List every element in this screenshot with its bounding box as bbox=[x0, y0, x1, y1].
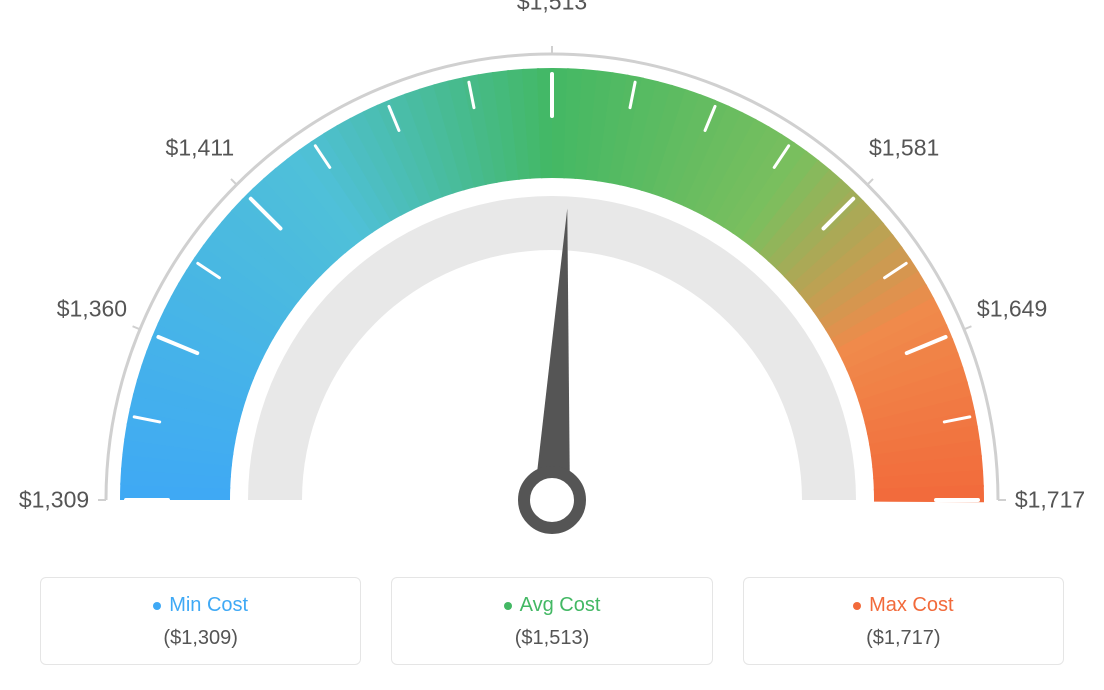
gauge-tick-label: $1,649 bbox=[977, 296, 1047, 323]
legend-label-max: Max Cost bbox=[869, 594, 953, 617]
legend-value-avg: ($1,513) bbox=[402, 627, 701, 650]
legend-card-min: Min Cost ($1,309) bbox=[40, 577, 361, 665]
gauge-tick-label: $1,411 bbox=[166, 134, 235, 161]
gauge-tick-label: $1,309 bbox=[19, 487, 89, 514]
legend-card-max: Max Cost ($1,717) bbox=[743, 577, 1064, 665]
legend-value-min: ($1,309) bbox=[51, 627, 350, 650]
gauge-chart: $1,309 $1,360 $1,411 $1,513 $1,581 $1,649 $1,7… bbox=[0, 0, 1104, 560]
gauge-tick-label: $1,581 bbox=[869, 134, 939, 161]
gauge-tick-label: $1,717 bbox=[1015, 487, 1085, 514]
legend-card-avg: Avg Cost ($1,513) bbox=[391, 577, 712, 665]
legend-dot-min bbox=[153, 602, 161, 610]
legend-title-max: Max Cost bbox=[853, 594, 953, 617]
legend-label-avg: Avg Cost bbox=[520, 594, 601, 617]
gauge-svg bbox=[0, 0, 1104, 560]
gauge-tick-label: $1,513 bbox=[517, 0, 587, 16]
legend-row: Min Cost ($1,309) Avg Cost ($1,513) Max … bbox=[40, 577, 1064, 665]
legend-title-avg: Avg Cost bbox=[504, 594, 601, 617]
legend-title-min: Min Cost bbox=[153, 594, 248, 617]
gauge-tick-label: $1,360 bbox=[57, 296, 127, 323]
legend-dot-avg bbox=[504, 602, 512, 610]
legend-value-max: ($1,717) bbox=[754, 627, 1053, 650]
legend-dot-max bbox=[853, 602, 861, 610]
legend-label-min: Min Cost bbox=[169, 594, 248, 617]
